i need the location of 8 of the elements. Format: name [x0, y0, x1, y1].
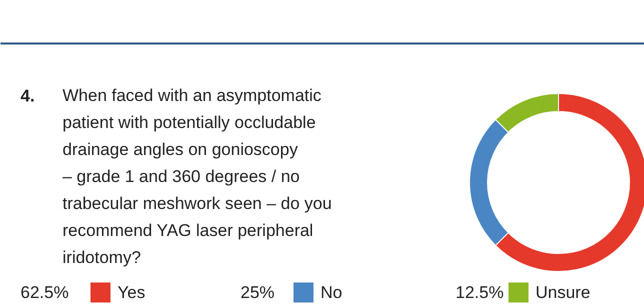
text: 4.	[20, 86, 35, 106]
data-label: 25%	[240, 283, 275, 302]
legend-label: No	[320, 283, 342, 302]
data-label: 62.5%	[20, 283, 69, 302]
data-label: 12.5%	[456, 283, 504, 302]
legend-label: Yes	[118, 283, 146, 302]
legend-label: Unsure	[536, 283, 590, 302]
text: When faced with an asymptomatic patient with potentially occludable drainage angles on gonioscopy – grade 1 and 360 degrees / no trabecular meshwork seen – do you recommend YAG laser peripheral iridotomy?	[62, 86, 332, 267]
